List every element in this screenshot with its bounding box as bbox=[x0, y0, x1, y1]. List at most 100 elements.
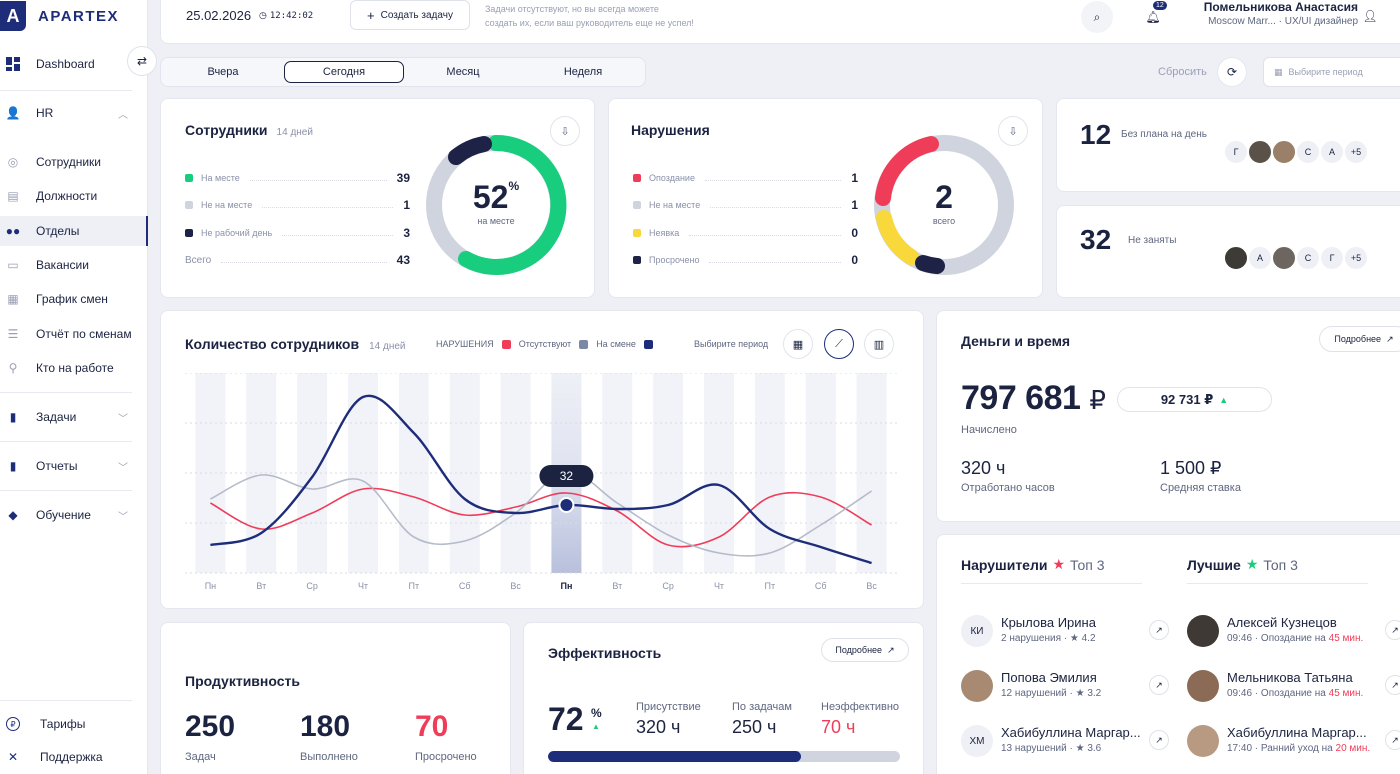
sidebar-item-tasks[interactable]: ▮ Задачи ﹀ bbox=[0, 402, 148, 432]
sidebar-item-shift-report[interactable]: ☰ Отчёт по сменам bbox=[0, 319, 148, 349]
violator-row: КИ Крылова Ирина 2 нарушения · ★ 4.2 ↗ bbox=[961, 613, 1171, 649]
donut-caption: всего bbox=[932, 216, 956, 226]
avatar[interactable]: КИ bbox=[961, 615, 993, 647]
tab-yesterday[interactable]: Вчера bbox=[207, 66, 239, 78]
sidebar-item-positions[interactable]: ▤ Должности bbox=[0, 181, 148, 211]
top3-card: Нарушители ★ Топ 3 Лучшие ★ Топ 3 КИ Кры… bbox=[936, 534, 1400, 774]
logo[interactable]: A APARTEX bbox=[0, 0, 119, 32]
x-tick-label: Пн bbox=[560, 581, 572, 591]
tab-today[interactable]: Сегодня bbox=[284, 61, 404, 83]
calendar-icon: ▦ bbox=[792, 338, 804, 351]
avatar[interactable]: С bbox=[1295, 139, 1321, 165]
profile-button[interactable]: 👤︎ bbox=[1355, 1, 1385, 31]
legend-swatch bbox=[185, 229, 193, 237]
open-profile-button[interactable]: ↗ bbox=[1149, 620, 1169, 640]
x-tick-label: Чт bbox=[714, 581, 724, 591]
avatar[interactable]: А bbox=[1247, 245, 1273, 271]
bar-chart-toggle[interactable]: ▥ bbox=[864, 329, 894, 359]
total-label: Всего bbox=[185, 254, 212, 266]
avatar[interactable] bbox=[1187, 725, 1219, 757]
details-label: Подробнее bbox=[835, 645, 883, 655]
open-profile-button[interactable]: ↗ bbox=[1385, 620, 1400, 640]
person-name[interactable]: Хабибуллина Маргар... bbox=[1227, 725, 1367, 740]
no-plan-count: 12 bbox=[1080, 119, 1112, 150]
sidebar-item-reports[interactable]: ▮ Отчеты ﹀ bbox=[0, 451, 148, 481]
sidebar-item-label: График смен bbox=[36, 292, 108, 306]
employees-donut bbox=[426, 134, 567, 275]
open-profile-button[interactable]: ↗ bbox=[1385, 730, 1400, 750]
person-name[interactable]: Хабибуллина Маргар... bbox=[1001, 725, 1141, 740]
avatar[interactable] bbox=[961, 670, 993, 702]
current-time: 12:42:02 bbox=[269, 10, 314, 21]
donut-segment-overdue bbox=[915, 255, 945, 274]
open-profile-button[interactable]: ↗ bbox=[1149, 675, 1169, 695]
sidebar-item-hr[interactable]: 👤 HR ︿ bbox=[0, 98, 148, 128]
open-profile-button[interactable]: ↗ bbox=[1385, 675, 1400, 695]
more-avatars[interactable]: +5 bbox=[1343, 139, 1369, 165]
hint-line-2: создать их, если ваш руководитель еще не… bbox=[485, 18, 694, 28]
best-row: Хабибуллина Маргар... 17:40 · Ранний ухо… bbox=[1187, 723, 1400, 759]
avatar[interactable] bbox=[1271, 139, 1297, 165]
details-button[interactable]: Подробнее ↗ bbox=[1319, 326, 1400, 352]
sidebar-item-departments[interactable]: ●● Отделы bbox=[0, 216, 148, 246]
avatar[interactable]: А bbox=[1319, 139, 1345, 165]
violators-heading: Нарушители ★ Топ 3 bbox=[961, 556, 1105, 573]
open-profile-button[interactable]: ↗ bbox=[1149, 730, 1169, 750]
sidebar-item-who-at-work[interactable]: ⚲ Кто на работе bbox=[0, 353, 148, 383]
legend-swatch bbox=[643, 339, 653, 349]
bar-chart-icon: ▥ bbox=[873, 338, 885, 351]
chart-period-select[interactable]: Выбирите период bbox=[694, 339, 769, 349]
sidebar-item-tariffs[interactable]: ₽ Тарифы bbox=[0, 709, 148, 739]
line-chart-toggle[interactable]: ⟋ bbox=[824, 329, 854, 359]
dotted-leader bbox=[689, 230, 842, 236]
sidebar-item-vacancies[interactable]: ▭ Вакансии bbox=[0, 250, 148, 280]
search-button[interactable]: ⌕ bbox=[1081, 1, 1113, 33]
person-detail: 13 нарушений · ★ 3.6 bbox=[1001, 743, 1102, 754]
reset-link[interactable]: Сбросить bbox=[1158, 66, 1207, 78]
tab-month[interactable]: Месяц bbox=[446, 66, 480, 78]
avatar[interactable] bbox=[1247, 139, 1273, 165]
period-picker[interactable]: ▦ Выбирите период bbox=[1263, 57, 1400, 87]
sidebar-item-shift-schedule[interactable]: ▦ График смен bbox=[0, 284, 148, 314]
person-name[interactable]: Мельникова Татьяна bbox=[1227, 670, 1353, 685]
refresh-button[interactable]: ⟳ bbox=[1217, 57, 1247, 87]
card-title: Нарушения bbox=[631, 122, 710, 138]
tab-week[interactable]: Неделя bbox=[563, 66, 603, 78]
collapse-sidebar-button[interactable]: ⇄ bbox=[127, 46, 157, 76]
calendar-button[interactable]: ▦ bbox=[783, 329, 813, 359]
avatar[interactable] bbox=[1223, 245, 1249, 271]
create-task-button[interactable]: + Создать задачу bbox=[350, 0, 470, 30]
percent-value: 72 bbox=[548, 701, 584, 737]
avatar[interactable]: Г bbox=[1223, 139, 1249, 165]
details-button[interactable]: Подробнее ↗ bbox=[821, 638, 909, 662]
download-button[interactable]: ⇩ bbox=[550, 116, 580, 146]
avatar[interactable]: Г bbox=[1319, 245, 1345, 271]
user-profile[interactable]: Помельникова Анастасия Moscow Marr... · … bbox=[1191, 0, 1358, 27]
avatar[interactable]: С bbox=[1295, 245, 1321, 271]
person-name[interactable]: Алексей Кузнецов bbox=[1227, 615, 1337, 630]
more-avatars[interactable]: +5 bbox=[1343, 245, 1369, 271]
grid-column bbox=[754, 373, 785, 573]
avatar[interactable] bbox=[1187, 670, 1219, 702]
sidebar-item-dashboard[interactable]: Dashboard bbox=[0, 49, 148, 79]
violators-title: Нарушители bbox=[961, 556, 1048, 573]
sidebar-item-label: Отчёт по сменам bbox=[36, 327, 132, 341]
sidebar-item-employees[interactable]: ◎ Сотрудники bbox=[0, 147, 148, 177]
notifications-button[interactable]: 🔔︎ 12 bbox=[1137, 1, 1169, 33]
avatar[interactable] bbox=[1187, 615, 1219, 647]
dotted-leader bbox=[282, 230, 394, 236]
person-name[interactable]: Крылова Ирина bbox=[1001, 615, 1096, 630]
download-button[interactable]: ⇩ bbox=[998, 116, 1028, 146]
stat-value: 250 bbox=[185, 710, 236, 743]
donut-segment-dayoff bbox=[448, 136, 492, 165]
sidebar-item-support[interactable]: ✕ Поддержка bbox=[0, 742, 148, 772]
avatar[interactable] bbox=[1271, 245, 1297, 271]
line-chart-icon: ⟋ bbox=[835, 337, 843, 350]
person-name[interactable]: Попова Эмилия bbox=[1001, 670, 1097, 685]
sidebar-item-learning[interactable]: ◆ Обучение ﹀ bbox=[0, 500, 148, 530]
avatar[interactable]: ХМ bbox=[961, 725, 993, 757]
detail-text: 09:46 · Опоздание на bbox=[1227, 633, 1326, 644]
chevron-down-icon: ﹀ bbox=[118, 462, 128, 474]
chevron-up-icon: ︿ bbox=[118, 109, 128, 121]
arrow-up-right-icon: ↗ bbox=[1155, 624, 1163, 635]
